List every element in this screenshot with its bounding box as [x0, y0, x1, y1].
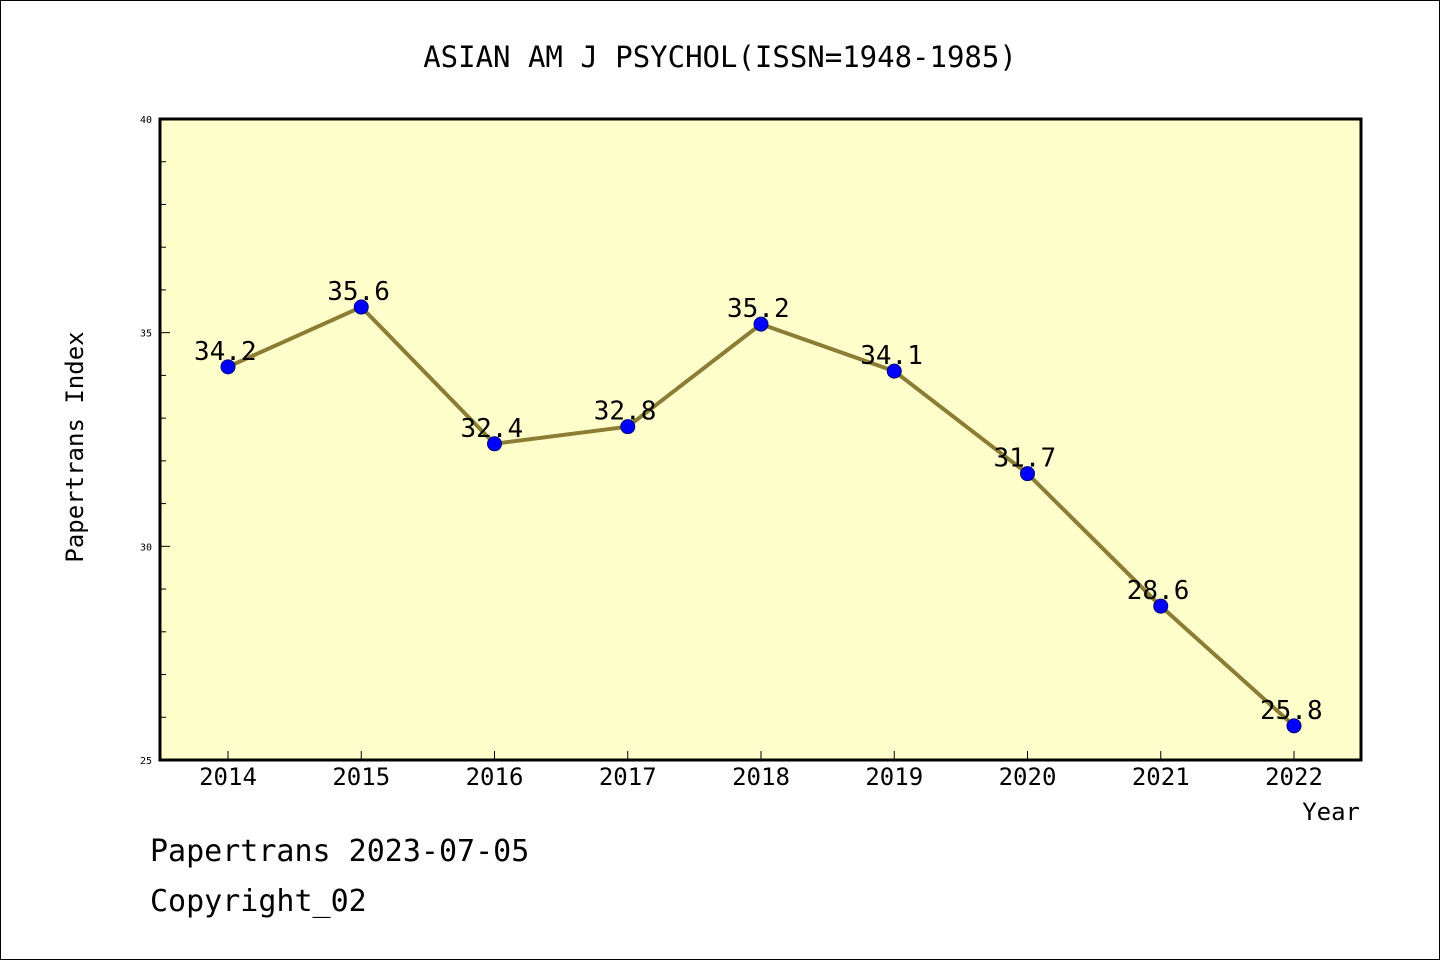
data-label: 25.8	[1260, 696, 1323, 726]
y-tick-label: 35	[140, 329, 152, 340]
data-point	[1286, 718, 1302, 734]
x-tick-label: 2020	[999, 763, 1057, 791]
data-point	[620, 419, 636, 435]
x-tick-label: 2021	[1132, 763, 1190, 791]
x-tick-label: 2017	[599, 763, 657, 791]
footer-copyright: Copyright_02	[150, 884, 367, 919]
data-point	[753, 316, 769, 332]
x-axis-label: Year	[1302, 798, 1360, 826]
data-point	[1153, 598, 1169, 614]
y-axis-label: Papertrans Index	[61, 331, 89, 562]
footer-date: Papertrans 2023-07-05	[150, 834, 530, 869]
chart-title: ASIAN AM J PSYCHOL(ISSN=1948-1985)	[423, 40, 1017, 74]
x-axis: 2014 2015 2016 2017 2018 2019 2020 2021 2022	[199, 751, 1323, 791]
data-label: 32.8	[594, 397, 657, 427]
plot-area	[158, 117, 1363, 762]
x-tick-label: 2022	[1265, 763, 1323, 791]
data-label: 28.6	[1127, 576, 1190, 606]
x-tick-label: 2016	[466, 763, 524, 791]
y-axis: 25 30 35 40	[140, 115, 170, 767]
y-tick-label: 25	[140, 756, 152, 767]
data-point	[353, 299, 369, 315]
x-tick-label: 2015	[332, 763, 390, 791]
data-label: 32.4	[461, 414, 524, 444]
x-tick-label: 2014	[199, 763, 257, 791]
x-tick-label: 2018	[732, 763, 790, 791]
data-point	[886, 363, 902, 379]
data-label: 35.6	[327, 277, 390, 307]
data-label: 34.1	[860, 341, 923, 371]
data-labels: 34.2 35.6 32.4 32.8 35.2 34.1 31.7 28.6 25.8	[194, 277, 1323, 726]
y-tick-label: 40	[140, 115, 152, 126]
data-point	[220, 359, 236, 375]
data-label: 35.2	[727, 294, 790, 324]
y-tick-label: 30	[140, 542, 152, 553]
data-label: 31.7	[994, 444, 1057, 474]
x-tick-label: 2019	[865, 763, 923, 791]
data-label: 34.2	[194, 337, 257, 367]
series-0	[220, 299, 1302, 734]
data-point	[1020, 466, 1035, 482]
data-point	[487, 436, 502, 452]
